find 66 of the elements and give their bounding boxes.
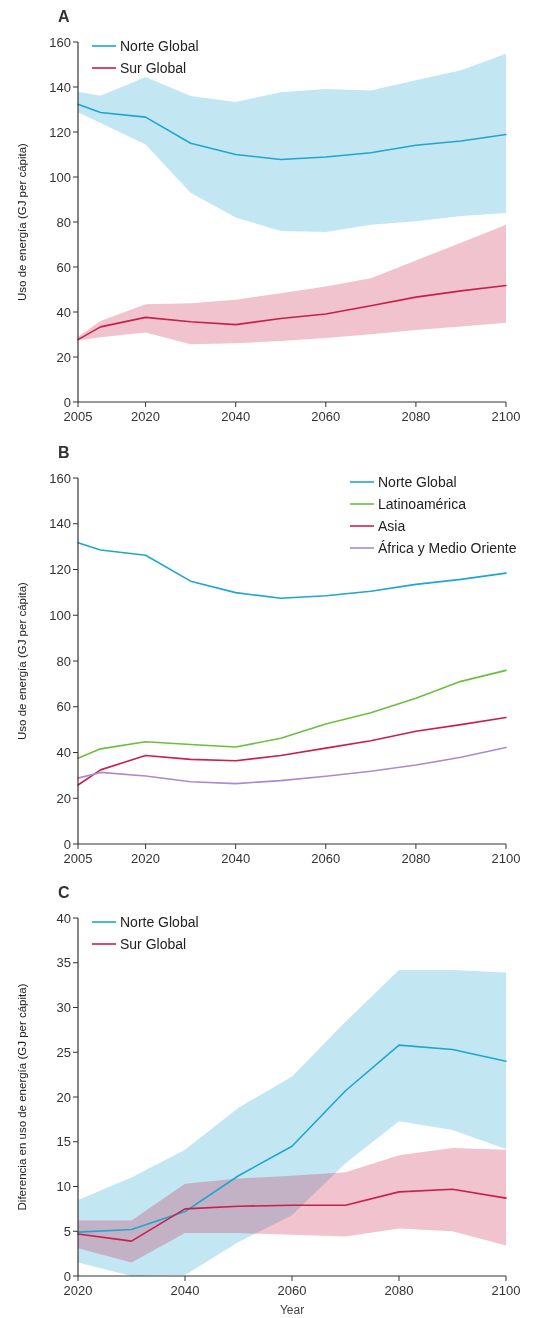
y-tick-label: 160 [49, 470, 71, 486]
x-tick-label: 2040 [170, 1283, 200, 1298]
legend-label: Latinoamérica [378, 495, 467, 512]
y-tick-label: 100 [49, 169, 71, 185]
x-tick-label: 2080 [401, 409, 431, 424]
y-tick-label: 100 [49, 607, 71, 623]
y-tick-label: 40 [56, 745, 71, 761]
x-tick-label: 2060 [311, 409, 341, 424]
x-tick-label: 2100 [491, 1283, 521, 1298]
legend-label: Norte Global [120, 37, 199, 54]
x-tick-label: 2040 [221, 851, 251, 866]
legend-label: Sur Global [120, 935, 187, 952]
x-tick-label: 2005 [63, 409, 93, 424]
y-tick-label: 20 [56, 790, 71, 806]
line-series [77, 669, 507, 760]
legend-label: Norte Global [378, 473, 457, 490]
y-tick-label: 0 [63, 394, 71, 410]
y-tick-label: 80 [56, 214, 71, 230]
y-tick-label: 15 [56, 1134, 71, 1150]
y-tick-label: 120 [49, 124, 71, 140]
line-series [77, 1188, 507, 1242]
x-tick-label: 2100 [491, 409, 521, 424]
y-tick-label: 5 [63, 1223, 71, 1239]
line-series [77, 716, 507, 786]
line-series [77, 284, 507, 341]
legend-label: África y Medio Oriente [378, 539, 517, 556]
x-tick-label: 2060 [277, 1283, 307, 1298]
y-tick-label: 60 [56, 259, 71, 275]
x-tick-label: 2080 [401, 851, 431, 866]
chart-title: A [58, 8, 70, 25]
x-tick-label: 2005 [63, 851, 93, 866]
line-series [77, 746, 507, 785]
y-tick-label: 20 [56, 349, 71, 365]
y-axis-title: Uso de energía (GJ per cápita) [16, 142, 28, 301]
chart-title: C [58, 884, 70, 901]
y-tick-label: 140 [49, 79, 71, 95]
y-tick-label: 140 [49, 516, 71, 532]
x-tick-label: 2100 [491, 851, 521, 866]
line-series [77, 103, 507, 161]
y-tick-label: 120 [49, 562, 71, 578]
y-tick-label: 0 [63, 836, 71, 852]
x-tick-label: 2060 [311, 851, 341, 866]
y-tick-label: 35 [56, 955, 71, 971]
y-axis-title: Diferencia en uso de energía (GJ per cápita) [16, 983, 28, 1211]
x-tick-label: 2080 [384, 1283, 414, 1298]
y-tick-label: 40 [56, 304, 71, 320]
y-tick-label: 0 [63, 1268, 71, 1284]
x-tick-label: 2020 [63, 1283, 93, 1298]
y-tick-label: 160 [49, 34, 71, 50]
y-tick-label: 60 [56, 699, 71, 715]
line-series [77, 1044, 507, 1233]
x-tick-label: 2020 [131, 851, 161, 866]
chart-title: B [58, 444, 70, 461]
legend-label: Sur Global [120, 59, 187, 76]
y-tick-label: 30 [56, 1000, 71, 1016]
x-tick-label: 2040 [221, 409, 251, 424]
y-tick-label: 40 [56, 910, 71, 926]
y-axis-title: Uso de energía (GJ per cápita) [16, 581, 28, 740]
y-tick-label: 10 [56, 1179, 71, 1195]
y-tick-label: 80 [56, 653, 71, 669]
legend-label: Asia [378, 517, 406, 534]
y-tick-label: 25 [56, 1044, 71, 1060]
x-axis-title: Year [279, 1303, 305, 1317]
legend-label: Norte Global [120, 913, 199, 930]
x-tick-label: 2020 [131, 409, 161, 424]
y-tick-label: 20 [56, 1089, 71, 1105]
